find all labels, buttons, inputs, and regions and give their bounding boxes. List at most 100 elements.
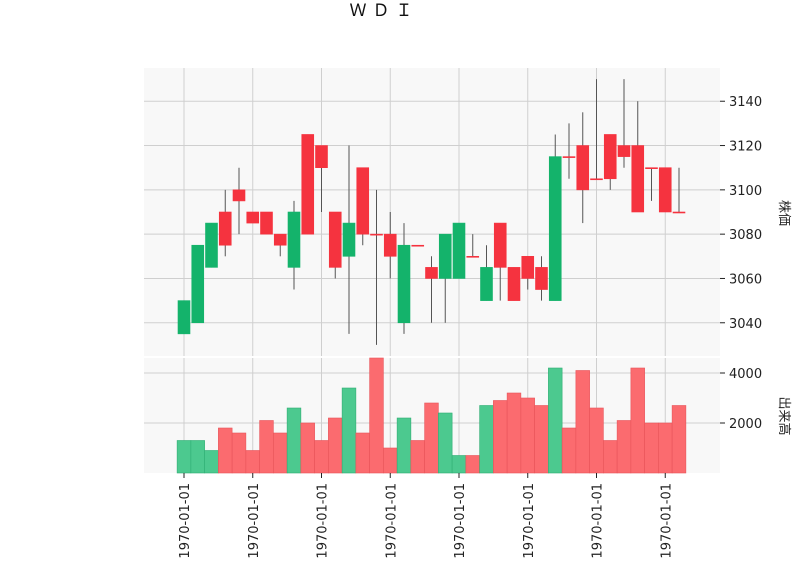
price-tick-label: 3120 xyxy=(729,140,762,155)
candle-body xyxy=(370,233,383,236)
volume-bar xyxy=(603,440,618,474)
candle-body xyxy=(658,167,672,213)
candle-body xyxy=(342,222,356,257)
price-tick-label: 3100 xyxy=(729,184,762,199)
candle-body xyxy=(273,233,287,246)
volume-tick-labels: 2000 4000 xyxy=(720,367,762,432)
volume-bar xyxy=(424,402,439,474)
candle-body xyxy=(315,145,328,168)
volume-bar xyxy=(548,367,563,474)
x-tick-label: 1970-01-01 xyxy=(384,483,399,559)
volume-bar xyxy=(369,357,384,474)
x-tick-label: 1970-01-01 xyxy=(453,483,468,559)
x-tick-label: 1970-01-01 xyxy=(316,483,331,559)
candle-body xyxy=(480,267,493,301)
candle-body xyxy=(383,233,397,257)
candle-body xyxy=(438,233,452,279)
x-tick-label: 1970-01-01 xyxy=(591,483,606,559)
volume-bar xyxy=(451,455,467,474)
volume-panel: 2000 4000 出来高 xyxy=(144,357,792,474)
candle-body xyxy=(177,300,191,335)
volume-bar xyxy=(231,432,247,474)
volume-bar xyxy=(204,450,219,474)
volume-bar xyxy=(561,427,577,474)
candle-body xyxy=(672,211,686,214)
candle-body xyxy=(301,134,315,235)
volume-bars xyxy=(176,357,687,474)
volume-bar xyxy=(671,405,687,474)
volume-bar xyxy=(410,440,425,474)
price-panel: 3040 3060 3080 3100 3120 3140 株価 xyxy=(144,68,791,356)
x-tick-labels: 1970-01-01 1970-01-01 1970-01-01 1970-01-01… xyxy=(178,473,674,559)
candle-body xyxy=(603,134,617,180)
volume-bar xyxy=(479,405,494,474)
candle-body xyxy=(617,145,631,157)
price-tick-label: 3040 xyxy=(729,317,762,332)
volume-bar xyxy=(190,440,205,474)
candle-body xyxy=(397,244,411,324)
volume-bar xyxy=(438,412,453,474)
x-tick-label: 1970-01-01 xyxy=(522,483,537,559)
candle-body xyxy=(218,211,232,246)
volume-bar xyxy=(341,387,357,474)
x-tick-label: 1970-01-01 xyxy=(178,483,193,559)
volume-bar xyxy=(259,420,274,474)
candle-body xyxy=(548,156,562,301)
volume-bar xyxy=(520,397,535,474)
volume-bar xyxy=(465,455,480,474)
volume-bar xyxy=(630,367,645,474)
volume-bar xyxy=(396,417,412,474)
volume-tick-label: 2000 xyxy=(729,417,762,432)
volume-bar xyxy=(534,405,549,474)
volume-bar xyxy=(300,422,315,474)
volume-bar xyxy=(245,450,260,474)
volume-tick-label: 4000 xyxy=(729,367,762,382)
candle-body xyxy=(425,267,438,279)
candles xyxy=(177,79,686,345)
price-tick-label: 3060 xyxy=(729,272,762,287)
candle-body xyxy=(576,145,590,191)
volume-bar xyxy=(286,407,302,474)
volume-bar xyxy=(355,432,370,474)
price-axis-label: 株価 xyxy=(776,200,791,226)
x-tick-label: 1970-01-01 xyxy=(659,483,674,559)
candle-body xyxy=(521,256,535,279)
candle-body xyxy=(191,244,205,324)
volume-bar xyxy=(589,407,604,474)
volume-bar xyxy=(506,392,522,474)
volume-bar xyxy=(273,432,288,474)
volume-bar xyxy=(383,447,398,474)
candle-body xyxy=(356,167,370,235)
candle-body xyxy=(507,267,521,301)
volume-bar xyxy=(616,420,632,474)
volume-bar xyxy=(218,427,233,474)
candle-body xyxy=(493,222,507,268)
volume-bar xyxy=(493,400,508,474)
candle-body xyxy=(466,256,480,258)
volume-bar xyxy=(658,422,673,474)
volume-bar xyxy=(328,417,343,474)
volume-axis-label: 出来高 xyxy=(776,396,792,435)
price-tick-label: 3080 xyxy=(729,228,762,243)
candle-body xyxy=(232,189,246,202)
x-tick-label: 1970-01-01 xyxy=(247,483,262,559)
candle-body xyxy=(631,145,645,213)
candle-body xyxy=(411,244,425,247)
candle-body xyxy=(590,178,603,181)
candle-body xyxy=(287,211,301,268)
chart-title: ＷＤＩ xyxy=(350,1,419,21)
candle-body xyxy=(562,156,576,158)
candle-body xyxy=(205,222,218,268)
volume-bar xyxy=(176,440,192,474)
candle-body xyxy=(328,211,342,268)
candle-body xyxy=(260,211,273,235)
volume-bar xyxy=(314,440,329,474)
candle-body xyxy=(452,222,466,279)
candle-body xyxy=(645,167,658,169)
price-tick-labels: 3040 3060 3080 3100 3120 3140 xyxy=(720,95,762,332)
candle-body xyxy=(246,211,260,224)
volume-bar xyxy=(644,422,659,474)
price-tick-label: 3140 xyxy=(729,95,762,110)
candle-body xyxy=(535,267,548,290)
